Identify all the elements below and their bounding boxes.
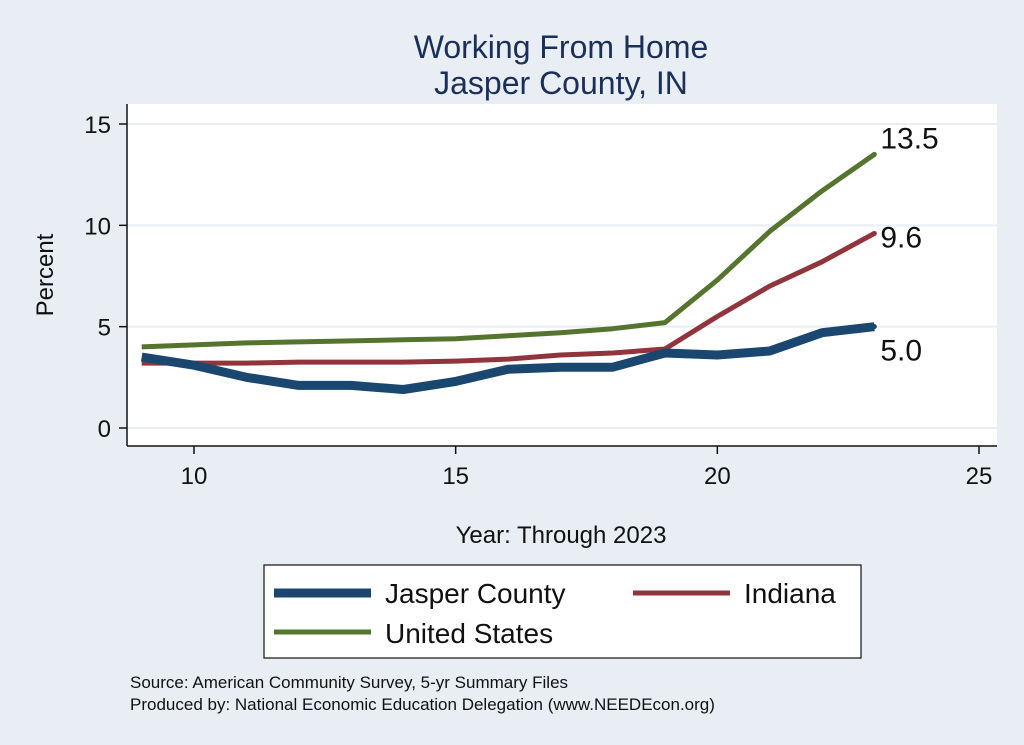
y-axis-title: Percent <box>32 233 59 316</box>
series-end-point-indiana <box>871 230 877 236</box>
plot-area <box>127 104 997 446</box>
end-label-united-states: 13.5 <box>880 122 938 155</box>
source-note: Source: American Community Survey, 5-yr … <box>130 673 568 692</box>
series-end-point-jasper-county <box>871 324 877 330</box>
chart-title-line-2: Jasper County, IN <box>434 65 688 101</box>
series-lines <box>141 151 877 394</box>
end-labels: 5.0 9.6 13.5 <box>880 122 938 367</box>
series-end-point-united-states <box>871 151 877 157</box>
x-tick-label-15: 15 <box>442 463 469 490</box>
y-tick-label-0: 0 <box>98 416 111 443</box>
x-tick-label-25: 25 <box>966 463 993 490</box>
x-axis-title: Year: Through 2023 <box>456 522 667 549</box>
y-tick-label-15: 15 <box>84 112 111 139</box>
series-line-indiana <box>141 231 876 366</box>
y-tick-label-5: 5 <box>98 315 111 342</box>
end-label-indiana: 9.6 <box>880 221 922 254</box>
producer-note: Produced by: National Economic Education… <box>130 695 715 714</box>
end-label-jasper-county: 5.0 <box>880 335 922 368</box>
y-tick-label-10: 10 <box>84 213 111 240</box>
legend-box <box>263 564 862 659</box>
legend-label-indiana: Indiana <box>744 578 836 609</box>
chart-title-line-1: Working From Home <box>414 29 709 65</box>
x-tick-label-10: 10 <box>181 463 208 490</box>
legend: Jasper County Indiana United States <box>263 564 862 659</box>
series-line-jasper-county <box>141 322 875 394</box>
legend-label-jasper-county: Jasper County <box>385 578 566 609</box>
series-line-united-states <box>141 152 876 350</box>
x-tick-label-20: 20 <box>704 463 731 490</box>
axis-ticks: 0 5 10 15 10 15 20 25 <box>84 112 992 490</box>
legend-label-united-states: United States <box>385 618 553 649</box>
